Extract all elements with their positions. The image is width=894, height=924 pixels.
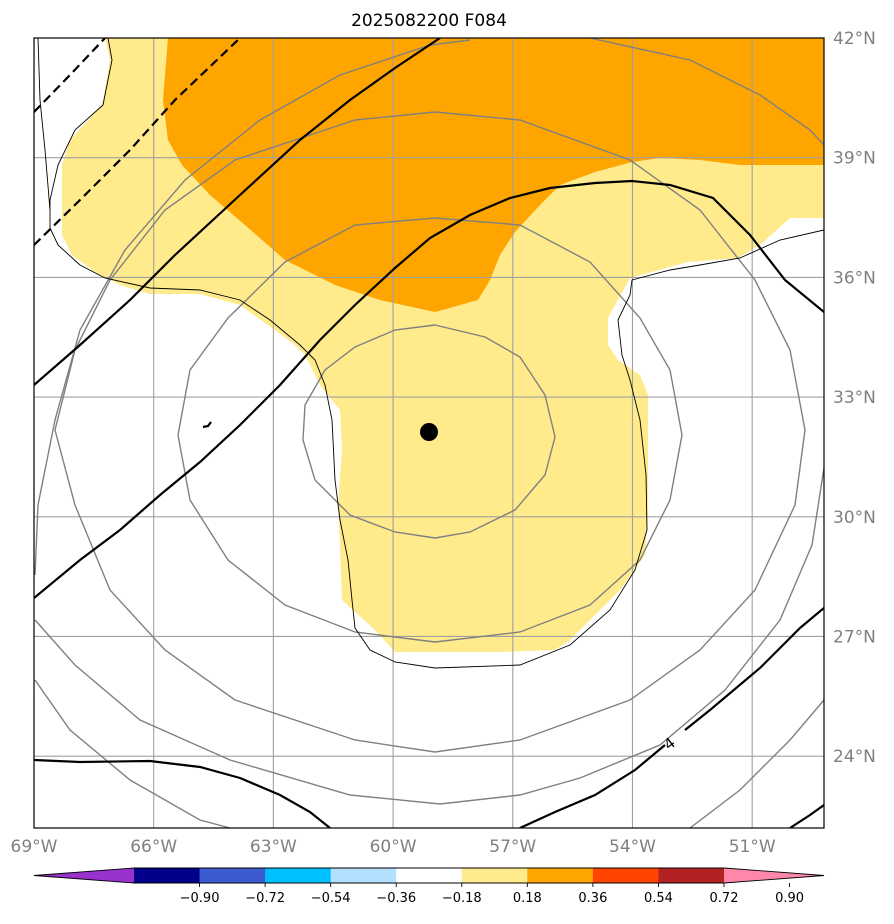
colorbar-tick-label: −0.36 [376, 891, 416, 906]
colorbar-segment [199, 868, 266, 883]
lat-tick-label: 39°N [833, 149, 876, 169]
dashed-contour-1 [34, 38, 106, 113]
lon-tick-label: 60°W [370, 837, 417, 857]
colorbar-segment [592, 868, 660, 883]
lat-tick-label: 30°N [833, 508, 876, 528]
thick-contour-2 [34, 179, 824, 599]
lat-tick-label: 24°N [833, 747, 876, 767]
colorbar-segment [527, 868, 594, 883]
thick-contour-5 [789, 804, 824, 828]
lat-tick-label: 27°N [833, 627, 876, 647]
colorbar-segment [330, 868, 397, 883]
lat-tick-label: 33°N [833, 388, 876, 408]
colorbar-tick-label: 0.18 [513, 891, 542, 906]
thin-contour-coast [37, 38, 51, 211]
lon-tick-label: 66°W [130, 837, 177, 857]
lon-tick-label: 69°W [11, 837, 58, 857]
thick-contour-4 [519, 607, 824, 828]
thin-black-contours [37, 38, 824, 669]
map-panel: 4 [33, 37, 825, 829]
lon-tick-label: 51°W [729, 837, 776, 857]
lon-tick-label: 54°W [609, 837, 656, 857]
colorbar-tick-label: 0.72 [710, 891, 739, 906]
lon-tick-label: 57°W [489, 837, 536, 857]
latitude-tick-labels: 42°N 39°N 36°N 33°N 30°N 27°N 24°N [833, 29, 876, 767]
colorbar-extend-high [724, 868, 824, 883]
colorbar-outline [33, 867, 825, 884]
dashed-contour-2 [34, 38, 241, 246]
colorbar-extend-low [34, 868, 134, 883]
lat-tick-label: 42°N [833, 29, 876, 49]
colorbar-segment [396, 868, 463, 883]
colorbar-tick-label: −0.18 [442, 891, 482, 906]
gray-contour-2 [177, 217, 683, 643]
colorbar-tick-label: 0.36 [578, 891, 607, 906]
gray-contour-3 [54, 111, 806, 753]
shading-orange-region [163, 38, 824, 312]
gray-contours [34, 38, 824, 828]
colorbar-tick-label: −0.54 [311, 891, 351, 906]
gray-contour-1 [302, 324, 556, 539]
thick-contour-small [202, 421, 212, 429]
lon-tick-label: 63°W [250, 837, 297, 857]
colorbar-segment [461, 868, 528, 883]
colorbar-segment [265, 868, 332, 883]
colorbar-tick-label: −0.72 [245, 891, 285, 906]
thick-contour-3 [34, 758, 331, 828]
thin-contour-west [49, 38, 824, 669]
map-frame [33, 37, 825, 829]
lat-tick-label: 36°N [833, 268, 876, 288]
colorbar: −0.90 −0.72 −0.54 −0.36 −0.18 0.18 0.36 0.54 0.7… [33, 867, 825, 906]
gray-contour-4 [34, 38, 824, 805]
longitude-tick-labels: 69°W 66°W 63°W 60°W 57°W 54°W 51°W [11, 837, 776, 857]
colorbar-segment [658, 868, 725, 883]
colorbar-tick-label: 0.90 [775, 891, 804, 906]
storm-center-marker [420, 423, 438, 441]
gridlines [34, 38, 824, 828]
figure-title: 2025082200 F084 [351, 11, 507, 31]
colorbar-tick-label: −0.90 [180, 891, 220, 906]
dashed-contours [34, 38, 241, 246]
thick-black-contours [34, 38, 824, 828]
gray-contour-5 [34, 679, 824, 828]
colorbar-segment [134, 868, 201, 883]
colorbar-tick-label: 0.54 [644, 891, 673, 906]
thick-contour-1 [34, 38, 441, 386]
